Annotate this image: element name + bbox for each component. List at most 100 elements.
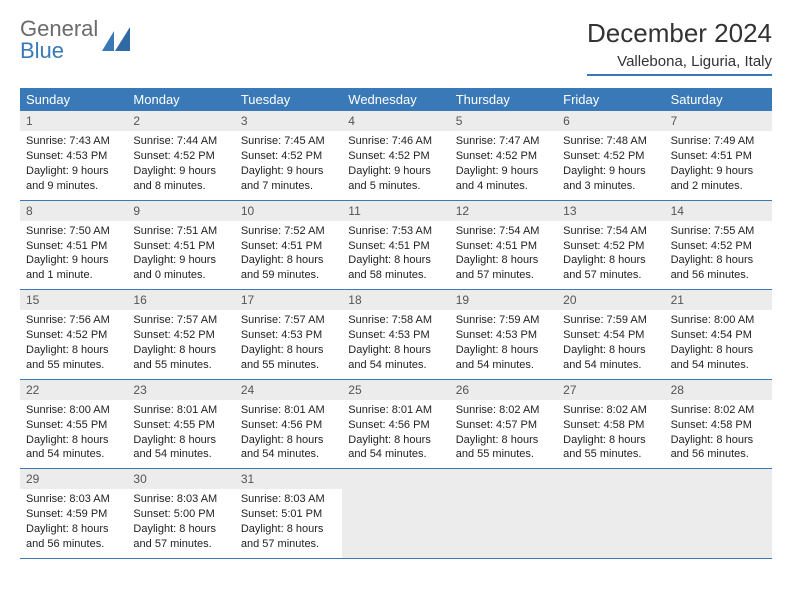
- calendar-cell: 20Sunrise: 7:59 AMSunset: 4:54 PMDayligh…: [557, 290, 664, 379]
- day-details: Sunrise: 7:53 AMSunset: 4:51 PMDaylight:…: [342, 221, 449, 289]
- sunset-line: Sunset: 4:56 PM: [348, 418, 443, 433]
- sunrise-line: Sunrise: 7:46 AM: [348, 134, 443, 149]
- day-details: Sunrise: 8:03 AMSunset: 4:59 PMDaylight:…: [20, 489, 127, 557]
- calendar-cell: 12Sunrise: 7:54 AMSunset: 4:51 PMDayligh…: [450, 201, 557, 290]
- calendar-week: 8Sunrise: 7:50 AMSunset: 4:51 PMDaylight…: [20, 201, 772, 291]
- calendar-cell: 9Sunrise: 7:51 AMSunset: 4:51 PMDaylight…: [127, 201, 234, 290]
- calendar-cell-empty: [342, 469, 449, 558]
- calendar-header-cell: Sunday: [20, 88, 127, 111]
- day-number: 3: [235, 111, 342, 131]
- calendar-cell: 8Sunrise: 7:50 AMSunset: 4:51 PMDaylight…: [20, 201, 127, 290]
- sunrise-line: Sunrise: 8:03 AM: [26, 492, 121, 507]
- sunset-line: Sunset: 4:52 PM: [133, 149, 228, 164]
- day-number: 18: [342, 290, 449, 310]
- daylight-line: Daylight: 8 hours and 54 minutes.: [563, 343, 658, 373]
- day-number: 25: [342, 380, 449, 400]
- daylight-line: Daylight: 8 hours and 57 minutes.: [563, 253, 658, 283]
- calendar-cell: 7Sunrise: 7:49 AMSunset: 4:51 PMDaylight…: [665, 111, 772, 200]
- day-number: 4: [342, 111, 449, 131]
- calendar-cell: 18Sunrise: 7:58 AMSunset: 4:53 PMDayligh…: [342, 290, 449, 379]
- day-number: 23: [127, 380, 234, 400]
- daylight-line: Daylight: 9 hours and 1 minute.: [26, 253, 121, 283]
- day-number: 10: [235, 201, 342, 221]
- day-number: 1: [20, 111, 127, 131]
- day-details: Sunrise: 7:57 AMSunset: 4:53 PMDaylight:…: [235, 310, 342, 378]
- calendar-week: 29Sunrise: 8:03 AMSunset: 4:59 PMDayligh…: [20, 469, 772, 559]
- calendar-cell: 28Sunrise: 8:02 AMSunset: 4:58 PMDayligh…: [665, 380, 772, 469]
- sunset-line: Sunset: 4:53 PM: [26, 149, 121, 164]
- sunrise-line: Sunrise: 7:45 AM: [241, 134, 336, 149]
- calendar-cell: 25Sunrise: 8:01 AMSunset: 4:56 PMDayligh…: [342, 380, 449, 469]
- sunrise-line: Sunrise: 7:50 AM: [26, 224, 121, 239]
- day-number: 21: [665, 290, 772, 310]
- sunrise-line: Sunrise: 7:56 AM: [26, 313, 121, 328]
- daylight-line: Daylight: 9 hours and 5 minutes.: [348, 164, 443, 194]
- sunset-line: Sunset: 4:51 PM: [456, 239, 551, 254]
- day-details: Sunrise: 8:00 AMSunset: 4:54 PMDaylight:…: [665, 310, 772, 378]
- day-number: 22: [20, 380, 127, 400]
- daylight-line: Daylight: 8 hours and 56 minutes.: [671, 433, 766, 463]
- month-title: December 2024: [587, 18, 772, 49]
- sunset-line: Sunset: 4:52 PM: [26, 328, 121, 343]
- day-number: 15: [20, 290, 127, 310]
- calendar-cell: 14Sunrise: 7:55 AMSunset: 4:52 PMDayligh…: [665, 201, 772, 290]
- day-number: 11: [342, 201, 449, 221]
- calendar-cell: 2Sunrise: 7:44 AMSunset: 4:52 PMDaylight…: [127, 111, 234, 200]
- sunset-line: Sunset: 4:52 PM: [563, 149, 658, 164]
- sunrise-line: Sunrise: 7:47 AM: [456, 134, 551, 149]
- calendar-cell: 22 Sunrise: 8:00 AMSunset: 4:55 PMDayligh…: [20, 380, 127, 469]
- day-details: Sunrise: 7:50 AMSunset: 4:51 PMDaylight:…: [20, 221, 127, 289]
- sunset-line: Sunset: 5:00 PM: [133, 507, 228, 522]
- calendar-cell: 4Sunrise: 7:46 AMSunset: 4:52 PMDaylight…: [342, 111, 449, 200]
- calendar-header-cell: Saturday: [665, 88, 772, 111]
- sunset-line: Sunset: 4:55 PM: [26, 418, 121, 433]
- sunset-line: Sunset: 4:52 PM: [456, 149, 551, 164]
- day-details: Sunrise: 7:55 AMSunset: 4:52 PMDaylight:…: [665, 221, 772, 289]
- sunrise-line: Sunrise: 7:43 AM: [26, 134, 121, 149]
- daylight-line: Daylight: 9 hours and 4 minutes.: [456, 164, 551, 194]
- day-details: Sunrise: 8:02 AMSunset: 4:58 PMDaylight:…: [557, 400, 664, 468]
- day-number: 7: [665, 111, 772, 131]
- day-number: 17: [235, 290, 342, 310]
- calendar-cell-empty: [557, 469, 664, 558]
- day-number: 14: [665, 201, 772, 221]
- day-number: 19: [450, 290, 557, 310]
- location: Vallebona, Liguria, Italy: [587, 53, 772, 76]
- daylight-line: Daylight: 8 hours and 55 minutes.: [241, 343, 336, 373]
- sunrise-line: Sunrise: 7:59 AM: [563, 313, 658, 328]
- day-details: Sunrise: 8:02 AMSunset: 4:58 PMDaylight:…: [665, 400, 772, 468]
- title-block: December 2024 Vallebona, Liguria, Italy: [587, 18, 772, 76]
- daylight-line: Daylight: 8 hours and 55 minutes.: [563, 433, 658, 463]
- day-details: Sunrise: 7:54 AMSunset: 4:52 PMDaylight:…: [557, 221, 664, 289]
- sunrise-line: Sunrise: 8:02 AM: [671, 403, 766, 418]
- day-details: Sunrise: 7:59 AMSunset: 4:53 PMDaylight:…: [450, 310, 557, 378]
- daylight-line: Daylight: 8 hours and 54 minutes.: [456, 343, 551, 373]
- day-number: 5: [450, 111, 557, 131]
- sunrise-line: Sunrise: 8:00 AM: [671, 313, 766, 328]
- day-details: Sunrise: 8:01 AMSunset: 4:56 PMDaylight:…: [235, 400, 342, 468]
- day-number: 12: [450, 201, 557, 221]
- logo-text-2: Blue: [20, 38, 64, 63]
- sunset-line: Sunset: 4:52 PM: [563, 239, 658, 254]
- daylight-line: Daylight: 8 hours and 54 minutes.: [348, 343, 443, 373]
- calendar-cell: 5Sunrise: 7:47 AMSunset: 4:52 PMDaylight…: [450, 111, 557, 200]
- daylight-line: Daylight: 8 hours and 58 minutes.: [348, 253, 443, 283]
- sunset-line: Sunset: 4:57 PM: [456, 418, 551, 433]
- day-details: Sunrise: 7:47 AMSunset: 4:52 PMDaylight:…: [450, 131, 557, 199]
- day-number: 20: [557, 290, 664, 310]
- sunrise-line: Sunrise: 8:00 AM: [26, 403, 121, 418]
- sunset-line: Sunset: 4:59 PM: [26, 507, 121, 522]
- calendar-cell: 17Sunrise: 7:57 AMSunset: 4:53 PMDayligh…: [235, 290, 342, 379]
- daylight-line: Daylight: 8 hours and 54 minutes.: [26, 433, 121, 463]
- day-details: Sunrise: 7:49 AMSunset: 4:51 PMDaylight:…: [665, 131, 772, 199]
- calendar-cell: 29Sunrise: 8:03 AMSunset: 4:59 PMDayligh…: [20, 469, 127, 558]
- sunrise-line: Sunrise: 8:03 AM: [133, 492, 228, 507]
- day-details: Sunrise: 7:43 AMSunset: 4:53 PMDaylight:…: [20, 131, 127, 199]
- day-number: 28: [665, 380, 772, 400]
- day-details: Sunrise: 8:03 AMSunset: 5:00 PMDaylight:…: [127, 489, 234, 557]
- daylight-line: Daylight: 8 hours and 57 minutes.: [456, 253, 551, 283]
- calendar-cell: 21Sunrise: 8:00 AMSunset: 4:54 PMDayligh…: [665, 290, 772, 379]
- calendar-header-cell: Monday: [127, 88, 234, 111]
- day-details: Sunrise: 8:01 AMSunset: 4:55 PMDaylight:…: [127, 400, 234, 468]
- calendar-cell: 10Sunrise: 7:52 AMSunset: 4:51 PMDayligh…: [235, 201, 342, 290]
